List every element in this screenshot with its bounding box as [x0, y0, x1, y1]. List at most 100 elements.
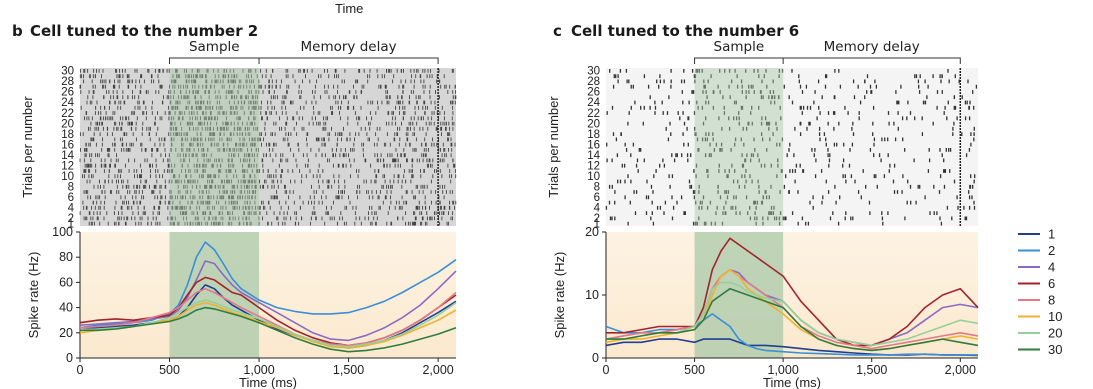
raster-sample-shade: [169, 68, 260, 226]
raster-row: [615, 137, 975, 142]
x-tick-label: 500: [684, 363, 705, 377]
raster-row: [606, 111, 945, 115]
raster-ytick-label: 26: [587, 87, 600, 99]
raster-row: [627, 121, 955, 126]
y-tick-label: 80: [59, 250, 73, 264]
raster-row: [612, 84, 978, 89]
raster-ytick-label: 10: [61, 171, 74, 183]
raster-row: [82, 174, 457, 179]
raster-row: [83, 79, 441, 84]
sample-label: Sample: [189, 39, 240, 55]
raster-ytick-label: 8: [68, 182, 74, 194]
sample-bracket: [694, 57, 784, 64]
raster-row: [627, 221, 943, 226]
raster-row: [611, 105, 975, 110]
raster-row: [616, 153, 968, 158]
legend-label-10: 10: [1048, 309, 1062, 324]
series-lines: [79, 241, 457, 353]
raster-ytick-label: 30: [61, 66, 74, 78]
y-tick-label: 20: [59, 326, 73, 340]
raster-ytick-label: 20: [587, 118, 600, 130]
raster-ytick-label: 1: [594, 218, 600, 230]
raster-row: [88, 221, 449, 226]
raster-ytick-label: 24: [587, 97, 600, 109]
x-tick-label: 1,500: [856, 363, 887, 377]
rate-background: [606, 232, 978, 358]
y-tick-label: 20: [585, 225, 599, 239]
x-tick-label: 0: [77, 363, 84, 377]
sample-label: Sample: [714, 39, 765, 55]
legend-label-4: 4: [1048, 260, 1055, 275]
series-lines: [605, 237, 979, 357]
raster-row: [90, 137, 452, 142]
raster-row: [84, 116, 453, 121]
raster-row: [83, 216, 453, 221]
raster-ytick-label: 22: [587, 108, 600, 120]
y-tick-label: 10: [585, 288, 599, 302]
raster-row: [79, 158, 454, 163]
series-line-6: [606, 237, 979, 347]
raster-row: [79, 132, 451, 136]
raster-ytick-label: 6: [594, 192, 600, 204]
x-tick-label: 1,500: [333, 363, 364, 377]
raster-row: [637, 169, 951, 173]
series-line-4: [79, 260, 457, 342]
memory-delay-label: Memory delay: [301, 39, 397, 55]
raster-ytick-label: 16: [587, 139, 600, 151]
rate-plot: 0 20 40 60 80 100 0 500 1,000 1,500 2,000 Time (ms)…: [26, 225, 457, 389]
legend-label-8: 8: [1048, 293, 1055, 308]
raster-ylabel: Trials per number: [20, 96, 35, 198]
x-tick-label: 500: [159, 363, 180, 377]
raster-ytick-label: 24: [61, 97, 74, 109]
sample-bracket: [169, 57, 260, 64]
raster-ytick-label: 28: [587, 76, 600, 88]
raster-row: [609, 69, 949, 73]
raster-row: [613, 74, 956, 79]
raster-ytick-label: 26: [61, 87, 74, 99]
raster-row: [84, 153, 452, 158]
raster-row: [665, 126, 975, 131]
raster-row: [88, 126, 454, 131]
raster-sample-shade: [694, 68, 784, 226]
panel-title: Cell tuned to the number 6: [571, 22, 799, 40]
raster-row: [605, 205, 976, 210]
raster-ytick-label: 6: [68, 192, 74, 204]
raster-row: [617, 79, 969, 84]
series-line-30: [606, 287, 979, 352]
raster-row: [83, 169, 456, 173]
y-axis-label: Spike rate (Hz): [26, 252, 41, 339]
raster-row: [85, 111, 454, 115]
raster-ytick-label: 14: [587, 150, 600, 162]
raster-row: [83, 190, 453, 194]
raster-row: [625, 148, 971, 152]
series-line-8: [605, 269, 979, 350]
raster-ytick-label: 10: [587, 171, 600, 183]
rate-background: [80, 232, 456, 358]
raster-ytick-label: 14: [61, 150, 74, 162]
raster-row: [86, 179, 452, 184]
y-tick-label: 40: [59, 301, 73, 315]
raster-ytick-label: 18: [587, 129, 600, 141]
raster-ytick-label: 2: [68, 213, 74, 225]
x-tick-label: 2,000: [422, 363, 453, 377]
series-line-8: [79, 287, 457, 347]
raster-row: [79, 74, 445, 79]
x-tick-label: 1,000: [768, 363, 799, 377]
y-tick-label: 60: [59, 275, 73, 289]
raster-row: [90, 121, 455, 126]
raster-row: [634, 100, 971, 105]
raster-row: [82, 200, 457, 205]
raster-row: [612, 132, 975, 136]
raster-ylabel: Trials per number: [546, 96, 561, 198]
raster-row: [621, 163, 896, 168]
legend-label-20: 20: [1048, 326, 1062, 341]
x-tick-label: 1,000: [243, 363, 274, 377]
raster-ytick-label: 1: [68, 218, 74, 230]
raster-ytick-label: 12: [61, 160, 74, 172]
raster-row: [679, 116, 971, 121]
raster-row: [79, 211, 454, 215]
